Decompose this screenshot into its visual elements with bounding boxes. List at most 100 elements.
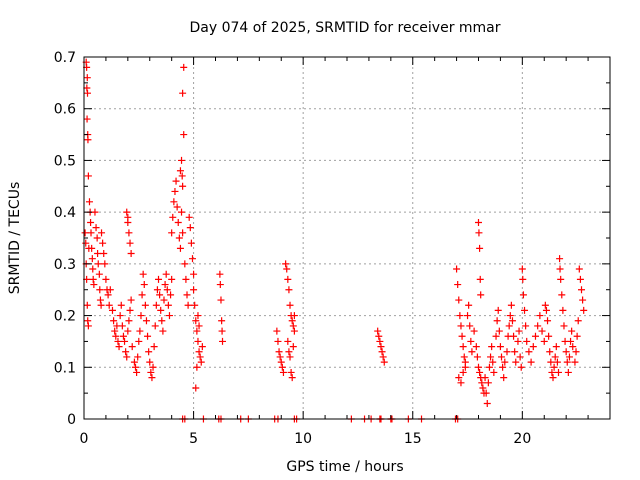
data-point: [193, 363, 201, 371]
data-point: [494, 306, 502, 314]
x-axis-label: GPS time / hours: [286, 459, 403, 475]
data-point: [453, 265, 461, 273]
data-point: [476, 275, 484, 283]
data-point: [475, 363, 482, 371]
data-point: [464, 312, 472, 320]
data-point: [106, 286, 114, 294]
data-point: [116, 312, 124, 320]
data-point: [503, 348, 511, 356]
data-point: [172, 177, 180, 185]
data-point: [179, 89, 187, 97]
data-point: [149, 363, 157, 371]
data-point: [495, 327, 503, 335]
data-point: [275, 348, 283, 356]
data-point: [191, 301, 199, 309]
data-point: [376, 337, 384, 345]
data-point: [274, 337, 282, 345]
data-point: [119, 332, 127, 340]
data-point: [163, 286, 171, 294]
data-point: [156, 291, 164, 299]
data-point: [377, 343, 385, 351]
data-point: [465, 301, 473, 309]
data-point: [459, 343, 467, 351]
data-point: [127, 250, 135, 258]
data-point: [485, 363, 493, 371]
data-point: [178, 172, 186, 180]
data-point: [83, 115, 91, 123]
data-point: [194, 337, 202, 345]
data-point: [454, 281, 462, 289]
data-point: [551, 353, 559, 361]
data-point: [126, 306, 134, 314]
data-point: [88, 244, 96, 252]
data-point: [164, 301, 172, 309]
data-point: [121, 337, 129, 345]
data-point: [518, 265, 526, 273]
data-point: [516, 353, 524, 361]
data-point: [127, 296, 135, 304]
data-point: [178, 156, 186, 164]
data-point: [286, 301, 294, 309]
data-point: [94, 260, 102, 268]
data-point: [493, 317, 501, 325]
data-point: [510, 332, 518, 340]
data-point: [219, 337, 227, 345]
data-point: [282, 260, 290, 268]
data-points: [81, 58, 588, 423]
data-point: [128, 343, 136, 351]
tick-labels: 0 5 10 15 20 0 0.1 0.2 0.3 0.4 0.5 0.6 0.7: [54, 50, 532, 447]
data-point: [483, 399, 491, 407]
data-point: [123, 353, 131, 361]
data-point: [534, 322, 542, 330]
data-point: [192, 317, 200, 325]
data-point: [95, 270, 103, 278]
data-point: [84, 136, 92, 144]
data-point: [218, 317, 226, 325]
data-point: [184, 301, 192, 309]
data-point: [125, 229, 133, 237]
data-point: [519, 275, 527, 283]
data-point: [379, 353, 387, 361]
data-point: [168, 275, 176, 283]
data-point: [91, 208, 99, 216]
data-point: [190, 270, 198, 278]
data-point: [378, 348, 386, 356]
data-point: [517, 363, 525, 371]
grid: [84, 57, 610, 419]
data-point: [546, 348, 554, 356]
data-point: [90, 281, 98, 289]
data-point: [126, 239, 134, 247]
data-point: [556, 265, 564, 273]
chart-title: Day 074 of 2025, SRMTID for receiver mma…: [189, 20, 500, 36]
data-point: [180, 131, 188, 139]
data-point: [521, 306, 529, 314]
data-point: [160, 296, 168, 304]
y-tick-label: 0.2: [54, 309, 76, 325]
data-point: [157, 306, 165, 314]
data-point: [216, 270, 224, 278]
data-point: [380, 358, 388, 366]
data-point: [190, 286, 198, 294]
data-point: [114, 337, 122, 345]
data-point: [180, 63, 188, 71]
data-point: [576, 275, 584, 283]
y-tick-label: 0: [67, 412, 76, 428]
data-point: [492, 332, 500, 340]
data-point: [489, 358, 497, 366]
data-point: [290, 312, 298, 320]
data-point: [455, 374, 463, 382]
data-point: [549, 374, 557, 382]
data-point: [112, 332, 120, 340]
data-point: [87, 218, 95, 226]
data-point: [575, 265, 583, 273]
data-point: [477, 291, 485, 299]
data-point: [515, 327, 523, 335]
data-point: [564, 368, 572, 376]
data-point: [124, 327, 132, 335]
data-point: [553, 358, 561, 366]
data-point: [559, 306, 567, 314]
data-point: [195, 348, 203, 356]
data-point: [505, 322, 513, 330]
data-point: [540, 337, 548, 345]
data-point: [562, 348, 570, 356]
